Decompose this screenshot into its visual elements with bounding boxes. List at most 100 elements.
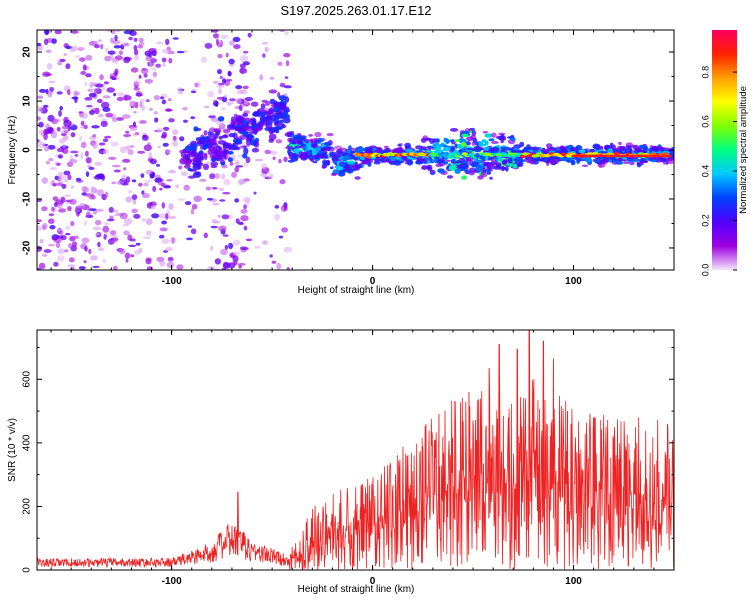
spectrogram-cell <box>48 213 55 217</box>
spectrogram-cell <box>125 258 129 263</box>
spectrogram-cell <box>109 230 117 236</box>
spectrogram-cell <box>56 203 63 209</box>
spectrogram-cell <box>533 157 541 161</box>
spectrogram-cell <box>191 204 198 210</box>
spectrogram-cell <box>161 57 167 63</box>
spectrogram-cell <box>75 177 82 182</box>
spectrogram-cell <box>220 34 229 39</box>
spectrogram-cell <box>429 160 434 164</box>
spectrogram-cell <box>240 208 248 214</box>
spectrogram-cell <box>37 116 41 121</box>
spectrogram-cell <box>161 99 166 105</box>
spectrogram-cell <box>210 132 214 136</box>
spectrogram-cell <box>286 131 292 136</box>
spectrogram-cell <box>228 98 236 102</box>
spectrogram-cell <box>209 173 216 180</box>
spectrogram-cell <box>161 220 168 225</box>
spectrogram-cell <box>508 157 513 163</box>
spectrogram-cell <box>96 189 105 197</box>
spectrogram-cell <box>65 232 71 236</box>
spectrogram-cell <box>268 173 274 180</box>
spectrogram-cell <box>117 92 125 97</box>
spectrogram-cell <box>205 139 211 146</box>
spectrogram-cell <box>187 225 193 228</box>
spectrogram-cell <box>133 250 140 255</box>
snr-ytick-label: 200 <box>22 498 33 515</box>
spectrogram-cell <box>83 124 88 130</box>
spectrogram-cell <box>38 262 46 270</box>
spectrogram-cell <box>183 119 188 123</box>
spectrogram-cell <box>237 138 243 144</box>
spectrogram-ytick-label: -10 <box>22 191 33 206</box>
spectrogram-cell <box>52 196 59 202</box>
spectrogram-cell <box>397 144 402 147</box>
spectrogram-cell <box>166 179 173 182</box>
spectrogram-cell <box>92 142 98 149</box>
spectrogram-cell <box>271 260 277 264</box>
spectrogram-cell <box>176 264 184 270</box>
spectrogram-cell <box>96 98 103 104</box>
spectrogram-cell <box>138 182 143 187</box>
spectrogram-cell <box>162 62 166 68</box>
spectrogram-cell <box>462 162 469 169</box>
spectrogram-cell <box>114 34 118 42</box>
spectrogram-cell <box>133 213 141 219</box>
spectrogram-cell <box>37 267 41 270</box>
spectrogram-cell <box>546 161 550 166</box>
spectrogram-cell <box>183 184 190 191</box>
spectrogram-cell <box>225 101 235 105</box>
spectrogram-cell <box>468 170 475 176</box>
spectrogram-cell <box>243 178 251 182</box>
spectrogram-cell <box>75 205 83 211</box>
spectrogram-cell <box>255 124 264 128</box>
snr-plot <box>37 330 674 570</box>
spectrogram-cell <box>234 198 240 203</box>
spectrogram-cell <box>445 159 452 162</box>
spectrogram-cell <box>284 31 289 36</box>
spectrogram-cell <box>141 193 150 199</box>
spectrogram-cell <box>667 154 672 158</box>
spectrogram-cell <box>607 148 613 154</box>
spectrogram-cell <box>194 171 201 176</box>
colorbar-label: Normalized spectral amplitude <box>738 86 749 214</box>
spectrogram-cell <box>80 112 88 119</box>
spectrogram-cell <box>237 154 244 158</box>
spectrogram-cell <box>369 150 374 154</box>
spectrogram-cell <box>122 223 130 227</box>
snr-xlabel: Height of straight line (km) <box>298 584 415 595</box>
spectrogram-cell <box>565 145 570 150</box>
spectrogram-cell <box>129 238 136 242</box>
spectrogram-cell <box>443 146 451 152</box>
spectrogram-cell <box>434 142 440 146</box>
spectrogram-cell <box>654 149 660 152</box>
spectrogram-cell <box>264 46 269 53</box>
spectrogram-cell <box>133 87 140 91</box>
spectrogram-cell <box>80 141 87 149</box>
spectrogram-cell <box>50 131 58 139</box>
spectrogram-cell <box>161 202 166 209</box>
spectrogram-cell <box>421 166 428 170</box>
spectrogram-cell <box>623 161 630 164</box>
spectrogram-cell <box>84 96 93 101</box>
spectrogram-cell <box>177 198 186 201</box>
spectrogram-cell <box>232 260 238 266</box>
spectrogram-cell <box>186 237 193 241</box>
spectrogram-cell <box>183 50 188 53</box>
spectrogram-cell <box>321 166 326 169</box>
spectrogram-cell <box>261 163 268 170</box>
spectrogram-cell <box>237 263 246 266</box>
spectrogram-cell <box>142 236 151 239</box>
spectrogram-cell <box>279 179 286 185</box>
spectrogram-cell <box>489 150 494 154</box>
spectrogram-cell <box>259 74 264 81</box>
spectrogram-cell <box>171 129 179 136</box>
spectrogram-cell <box>245 127 253 132</box>
spectrogram-cell <box>113 265 118 270</box>
spectrogram-cell <box>153 95 160 101</box>
spectrogram-cell <box>49 167 57 171</box>
spectrogram-cell <box>206 161 212 165</box>
spectrogram-cell <box>88 110 95 115</box>
spectrogram-cell <box>244 96 254 102</box>
spectrogram-cell <box>461 175 467 180</box>
spectrogram-cell <box>243 110 250 114</box>
